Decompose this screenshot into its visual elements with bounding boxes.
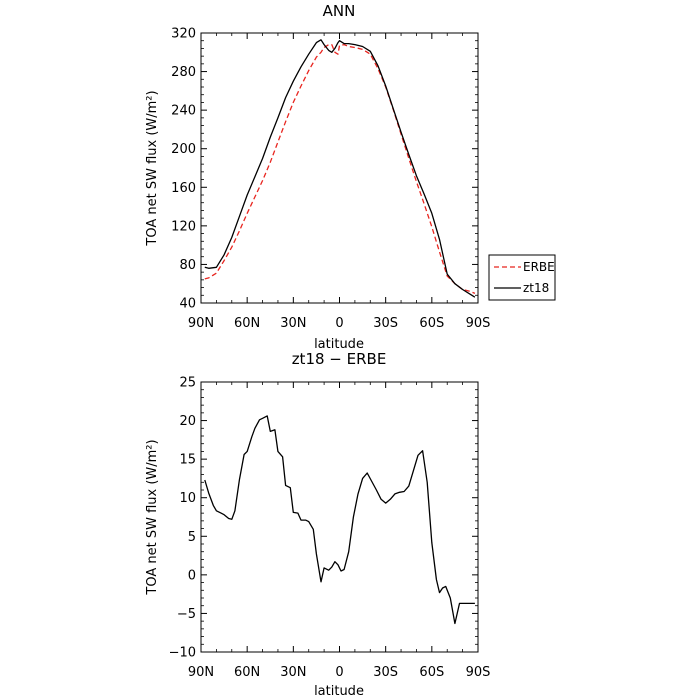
- top-x-tick-label: 60S: [419, 316, 444, 331]
- top-x-tick-label: 0: [335, 316, 343, 331]
- bottom-panel-y-axis-title: TOA net SW flux (W/m²): [145, 439, 160, 595]
- top-y-tick-label: 200: [171, 142, 196, 157]
- top-panel-plot: 40 80 120 160 200 240 280 320 90N 60N 30N 0 30S 60S 90…: [171, 27, 490, 332]
- bottom-y-tick-label: 0: [188, 568, 196, 583]
- legend-label-zt18: zt18: [523, 281, 549, 295]
- bottom-y-tick-label: 20: [179, 414, 196, 429]
- bottom-y-tick-label: −5: [177, 607, 196, 622]
- top-x-tick-label: 30N: [280, 316, 306, 331]
- top-x-tick-label: 30S: [373, 316, 398, 331]
- top-x-tick-label: 60N: [234, 316, 260, 331]
- bottom-plot-frame: [200, 381, 479, 653]
- bottom-y-tick-label: 10: [179, 491, 196, 506]
- top-y-tick-label: 160: [171, 181, 196, 196]
- top-y-tick-label: 120: [171, 219, 196, 234]
- bottom-x-tick-label: 60N: [234, 665, 260, 680]
- bottom-y-tick-label: −10: [169, 646, 196, 661]
- top-series-zt18-line: [204, 39, 476, 298]
- bottom-y-tick-label: 25: [179, 376, 196, 391]
- top-y-tick-label: 280: [171, 65, 196, 80]
- top-x-tick-label: 90S: [466, 316, 491, 331]
- top-panel-y-axis-title: TOA net SW flux (W/m²): [145, 90, 160, 246]
- bottom-x-tick-label: 30S: [373, 665, 398, 680]
- bottom-y-tick-label: 5: [188, 530, 196, 545]
- bottom-panel-title: zt18 − ERBE: [292, 350, 387, 368]
- bottom-y-tick-label: 15: [179, 453, 196, 468]
- top-panel-x-axis-title: latitude: [314, 337, 364, 352]
- bottom-x-tick-label: 0: [335, 665, 343, 680]
- top-x-tick-label: 90N: [188, 316, 214, 331]
- bottom-panel-x-axis-title: latitude: [314, 684, 364, 699]
- bottom-panel-plot: −10 −5 0 5 10 15 20 25 90N 60N 30N 0 30S 60S 90S: [169, 376, 491, 681]
- top-y-tick-label: 80: [179, 258, 196, 273]
- bottom-x-tick-label: 60S: [419, 665, 444, 680]
- bottom-series-difference-line: [204, 415, 475, 625]
- top-plot-frame: [200, 32, 479, 304]
- bottom-x-tick-label: 30N: [280, 665, 306, 680]
- bottom-x-tick-label: 90N: [188, 665, 214, 680]
- top-y-tick-label: 240: [171, 104, 196, 119]
- top-panel-title: ANN: [323, 2, 356, 20]
- bottom-x-tick-label: 90S: [466, 665, 491, 680]
- bottom-panel: zt18 − ERBE TOA net SW flux (W/m²) latit…: [145, 350, 490, 699]
- legend-label-erbe: ERBE: [523, 260, 555, 274]
- legend: ERBE zt18: [488, 254, 556, 301]
- legend-box: [488, 254, 556, 301]
- top-y-tick-label: 40: [179, 297, 196, 312]
- top-y-tick-label: 320: [171, 27, 196, 42]
- top-panel: ANN TOA net SW flux (W/m²) latitude 40 80…: [145, 2, 556, 352]
- top-series-erbe-line: [204, 43, 476, 294]
